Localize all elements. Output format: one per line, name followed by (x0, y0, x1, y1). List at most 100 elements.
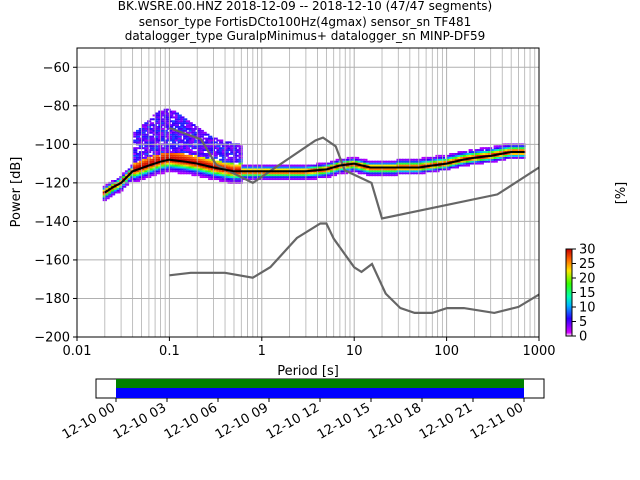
heatmap-cell (177, 122, 182, 125)
heatmap-cell (382, 160, 387, 163)
heatmap-cell (133, 180, 138, 182)
heatmap-cell (155, 158, 160, 161)
heatmap-cell (499, 147, 504, 150)
heatmap-cell (238, 156, 243, 159)
heatmap-cell (174, 114, 179, 117)
heatmap-cell (224, 162, 229, 165)
heatmap-cell (160, 170, 166, 173)
noise-model-high (169, 126, 540, 220)
heatmap-cell (421, 168, 426, 171)
heatmap-cell (169, 156, 174, 159)
heatmap-cell (113, 191, 118, 194)
heatmap-cell (490, 153, 495, 155)
heatmap-cell (377, 170, 382, 173)
heatmap-cell (144, 153, 149, 155)
heatmap-cell (227, 178, 232, 181)
heatmap-cell (160, 120, 166, 123)
heatmap-cell (360, 170, 365, 173)
heatmap-cell (163, 131, 168, 134)
heatmap-cell (521, 156, 526, 159)
heatmap-cell (410, 168, 415, 171)
heatmap-cell (205, 176, 210, 179)
heatmap-cell (463, 160, 468, 163)
heatmap-cell (510, 153, 515, 155)
heatmap-cell (332, 168, 337, 171)
heatmap-cell (197, 166, 202, 169)
heatmap-cell (163, 160, 168, 163)
heatmap-cell (149, 124, 154, 127)
heatmap-cell (388, 160, 393, 163)
heatmap-cell (180, 120, 185, 123)
heatmap-cell (476, 160, 482, 163)
heatmap-cell (230, 149, 235, 152)
heatmap-cell (108, 189, 113, 192)
heatmap-cell (197, 129, 202, 132)
heatmap-cell (163, 108, 168, 111)
heatmap-cell (221, 154, 227, 157)
heatmap-cell (515, 154, 520, 157)
heatmap-cell (385, 168, 390, 171)
heatmap-cell (180, 139, 185, 142)
heatmap-cell (299, 174, 304, 177)
heatmap-cell (346, 168, 351, 171)
heatmap-cell (269, 166, 274, 169)
heatmap-cell (160, 168, 166, 171)
heatmap-cell (482, 147, 487, 150)
heatmap-cell (482, 158, 487, 161)
heatmap-cell (185, 162, 191, 165)
heatmap-cell (221, 164, 227, 167)
heatmap-cell (349, 160, 354, 163)
heatmap-cell (166, 151, 171, 154)
heatmap-cell (133, 131, 138, 134)
heatmap-cell (402, 168, 407, 171)
heatmap-cell (443, 158, 448, 161)
heatmap-cell (246, 164, 252, 167)
heatmap-cell (188, 137, 193, 140)
heatmap-cell (210, 145, 215, 148)
heatmap-cell (310, 172, 315, 175)
heatmap-cell (194, 126, 199, 128)
heatmap-cell (221, 170, 227, 173)
heatmap-cell (460, 162, 465, 165)
heatmap-cell (238, 180, 243, 182)
heatmap-cell (183, 168, 188, 171)
heatmap-cell (302, 164, 307, 167)
heatmap-cell (194, 139, 199, 142)
heatmap-cell (155, 139, 160, 142)
heatmap-cell (432, 166, 437, 169)
heatmap-cell (169, 154, 174, 157)
heatmap-cell (210, 137, 215, 140)
heatmap-cell (166, 135, 171, 138)
heatmap-cell (138, 145, 143, 148)
heatmap-cell (382, 164, 387, 167)
heatmap-cell (180, 170, 185, 173)
heatmap-cell (133, 151, 138, 154)
heatmap-cell (133, 133, 138, 136)
heatmap-cell (374, 170, 379, 173)
heatmap-cell (174, 147, 179, 150)
heatmap-cell (294, 176, 299, 179)
heatmap-cell (338, 172, 343, 175)
heatmap-cell (413, 158, 418, 161)
heatmap-cell (318, 170, 324, 173)
heatmap-cell (213, 168, 218, 171)
heatmap-cell (163, 147, 168, 150)
heatmap-cell (485, 153, 490, 155)
heatmap-cell (177, 133, 182, 136)
heatmap-cell (438, 158, 443, 161)
heatmap-cell (172, 164, 177, 167)
heatmap-cell (210, 147, 215, 150)
y-ticks: −60 −80 −100 −120 −140 −160 −180 −200 (34, 61, 77, 346)
heatmap-cell (169, 110, 174, 113)
heatmap-cell (501, 156, 507, 159)
heatmap-cell (468, 154, 473, 157)
heatmap-cell (452, 162, 457, 165)
heatmap-cell (133, 172, 138, 175)
heatmap-cell (183, 128, 188, 130)
heatmap-cell (155, 126, 160, 128)
heatmap-cell (465, 160, 470, 163)
heatmap-cell (194, 164, 199, 167)
heatmap-cell (216, 162, 221, 165)
heatmap-cell (476, 154, 482, 157)
heatmap-cell (185, 145, 191, 148)
